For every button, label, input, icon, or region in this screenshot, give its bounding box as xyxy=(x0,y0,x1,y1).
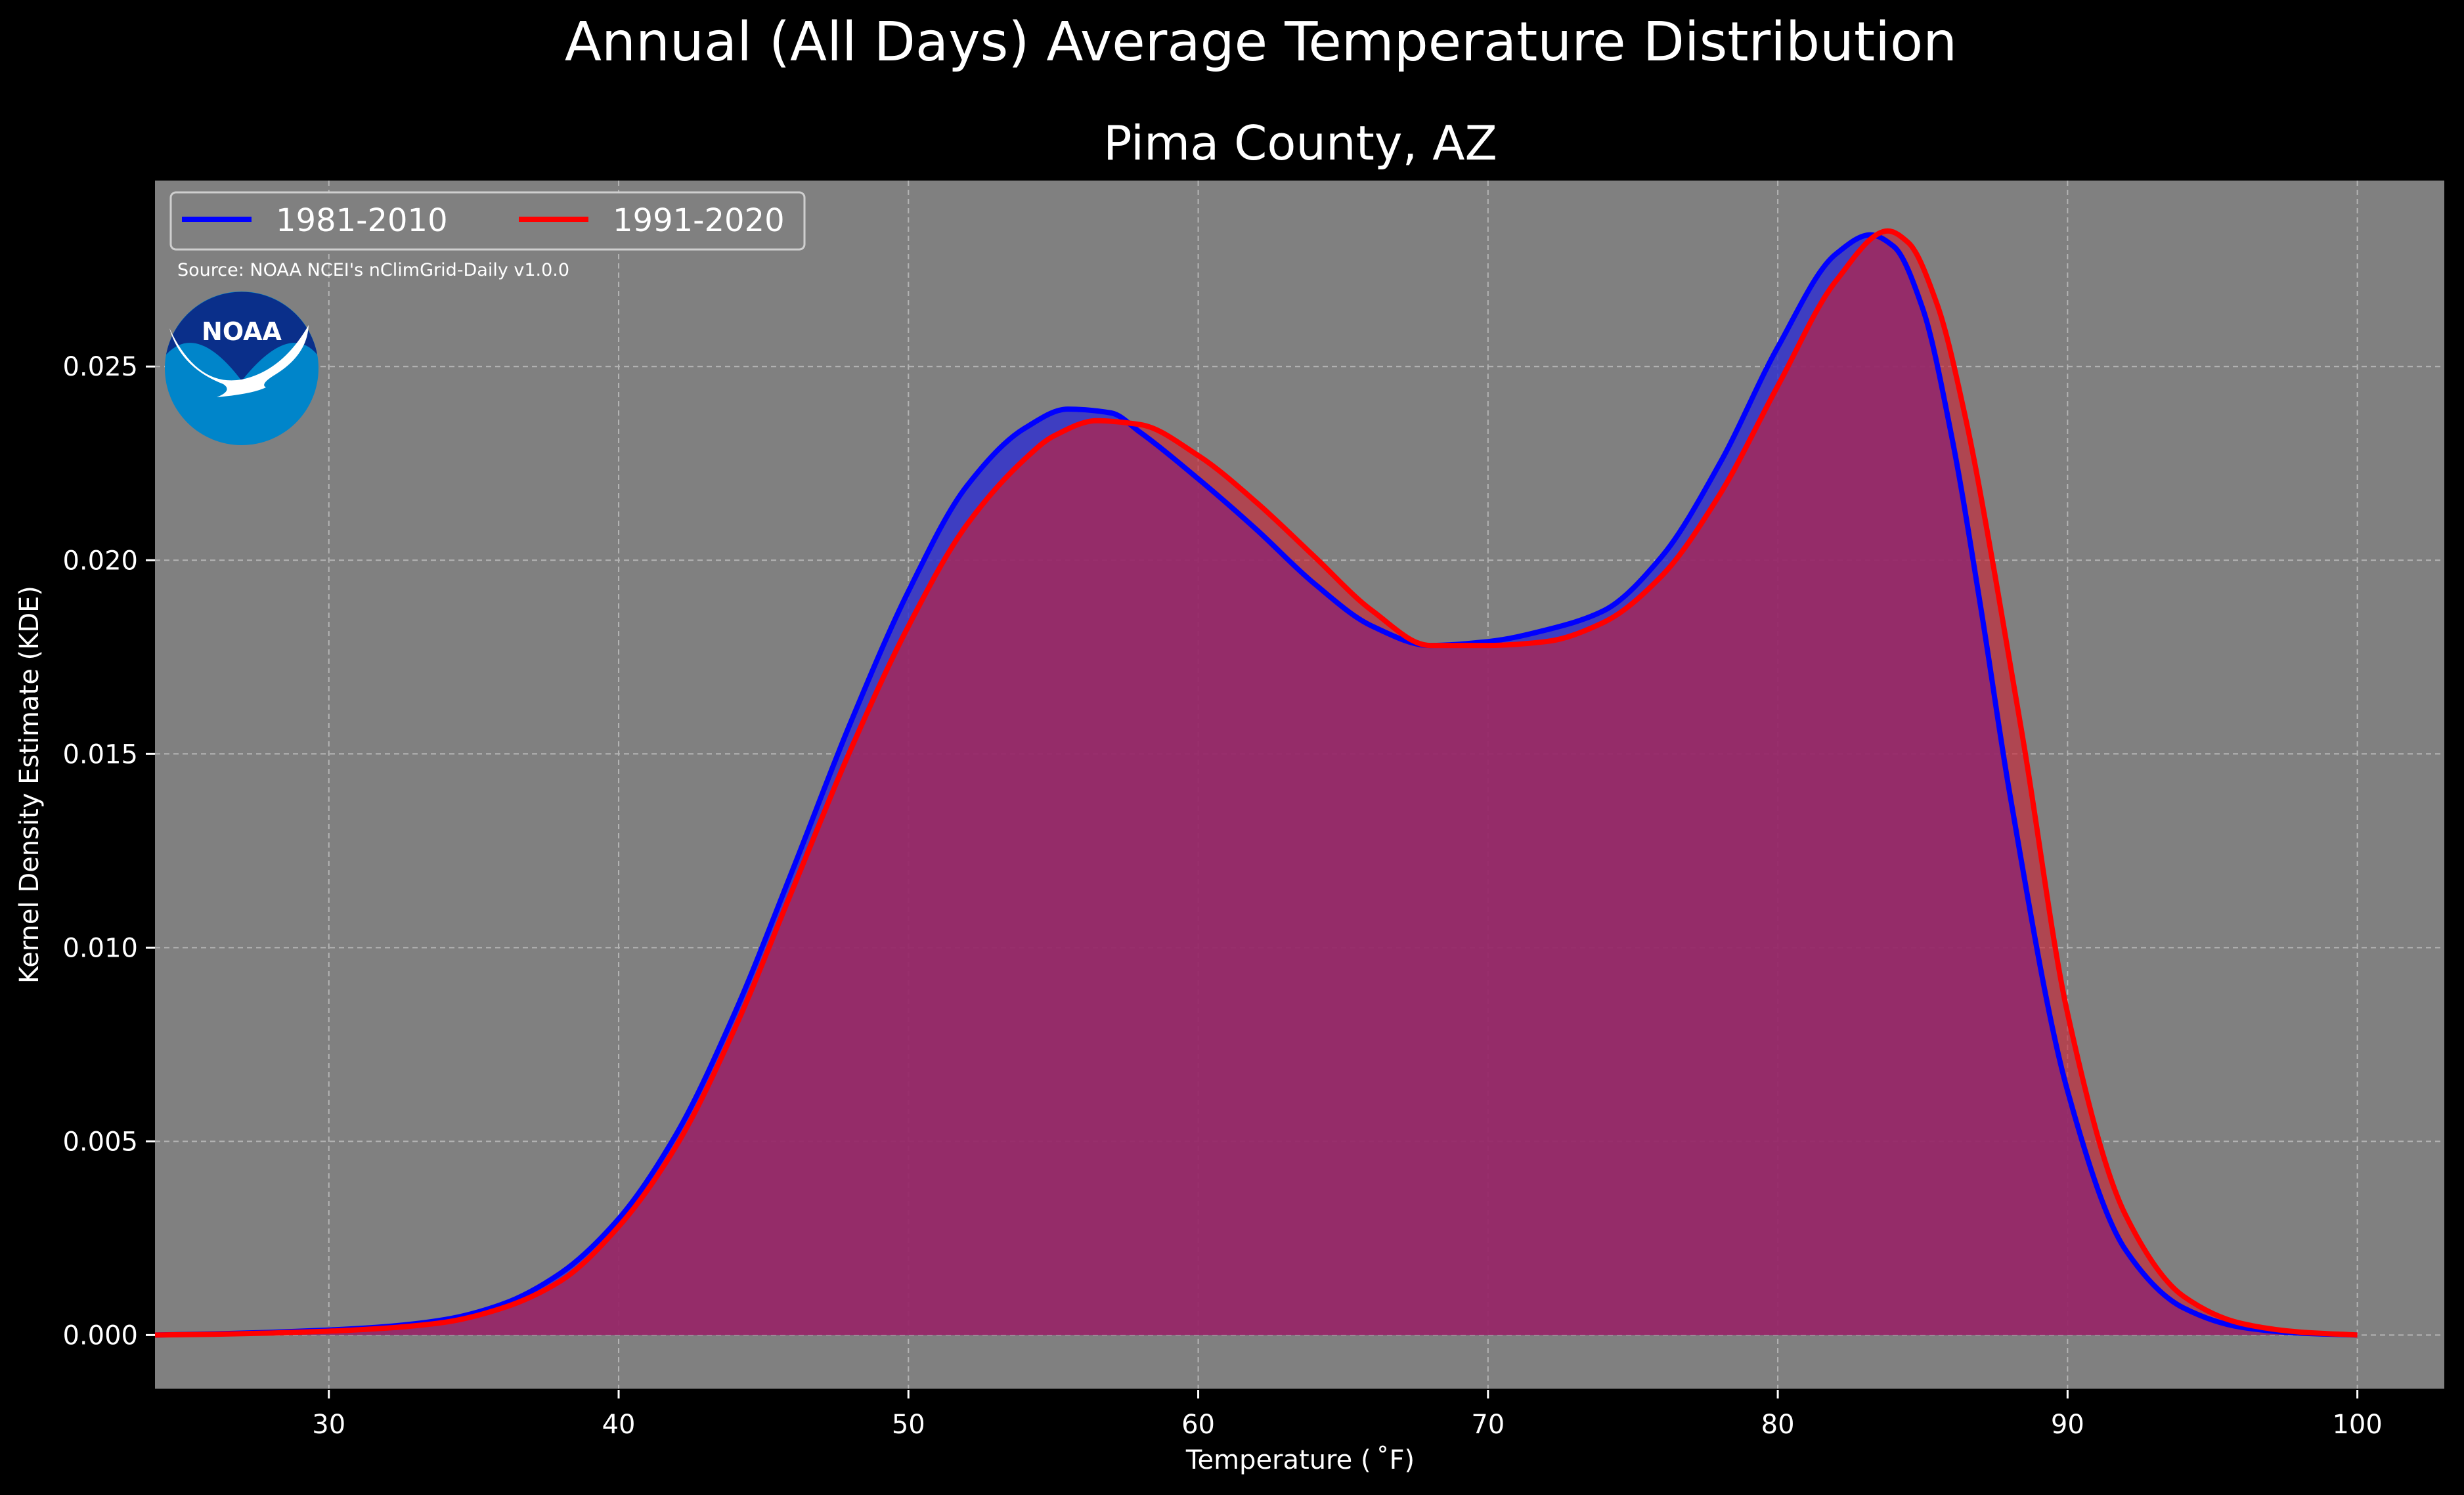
x-tick-label: 90 xyxy=(2051,1410,2084,1440)
y-tick-label: 0.000 xyxy=(62,1320,138,1351)
y-tick-label: 0.015 xyxy=(62,739,138,769)
x-tick-label: 70 xyxy=(1471,1410,1505,1440)
x-tick-label: 50 xyxy=(892,1410,925,1440)
source-note: Source: NOAA NCEI's nClimGrid-Daily v1.0… xyxy=(177,260,569,280)
x-tick-label: 100 xyxy=(2332,1410,2382,1440)
x-axis-label: Temperature ( ˚F) xyxy=(1185,1445,1415,1475)
noaa-logo: NOAA xyxy=(165,292,319,445)
density-line-1981-2010 xyxy=(154,232,2358,1338)
density-line-1991-2020 xyxy=(154,228,2358,1338)
x-tick-label: 30 xyxy=(312,1410,345,1440)
legend-label-1981-2010: 1981-2010 xyxy=(276,202,448,239)
axes: 30 40 50 60 70 80 90 100 0.000 0.005 0.010 0.015 0.0… xyxy=(62,352,2444,1440)
x-tick-label: 40 xyxy=(602,1410,636,1440)
legend-label-1991-2020: 1991-2020 xyxy=(613,202,785,239)
noaa-logo-dark-top xyxy=(166,292,317,381)
y-tick-label: 0.010 xyxy=(62,933,138,963)
y-tick-label: 0.005 xyxy=(62,1127,138,1157)
y-axis-label: Kernel Density Estimate (KDE) xyxy=(14,586,45,984)
x-tick-label: 60 xyxy=(1181,1410,1215,1440)
density-area-1991-2020 xyxy=(155,230,2358,1335)
density-lines xyxy=(154,228,2358,1338)
density-areas xyxy=(155,230,2358,1335)
x-tick-label: 80 xyxy=(1761,1410,1795,1440)
figure-suptitle: Annual (All Days) Average Temperature Di… xyxy=(565,11,1957,74)
chart-legend: 1981-2010 1991-2020 xyxy=(169,191,806,251)
legend-frame xyxy=(169,191,806,251)
chart-title: Pima County, AZ xyxy=(1103,116,1497,171)
noaa-logo-text: NOAA xyxy=(202,317,282,346)
y-tick-label: 0.020 xyxy=(62,546,138,576)
noaa-logo-gull xyxy=(169,325,309,397)
y-tick-label: 0.025 xyxy=(62,352,138,382)
